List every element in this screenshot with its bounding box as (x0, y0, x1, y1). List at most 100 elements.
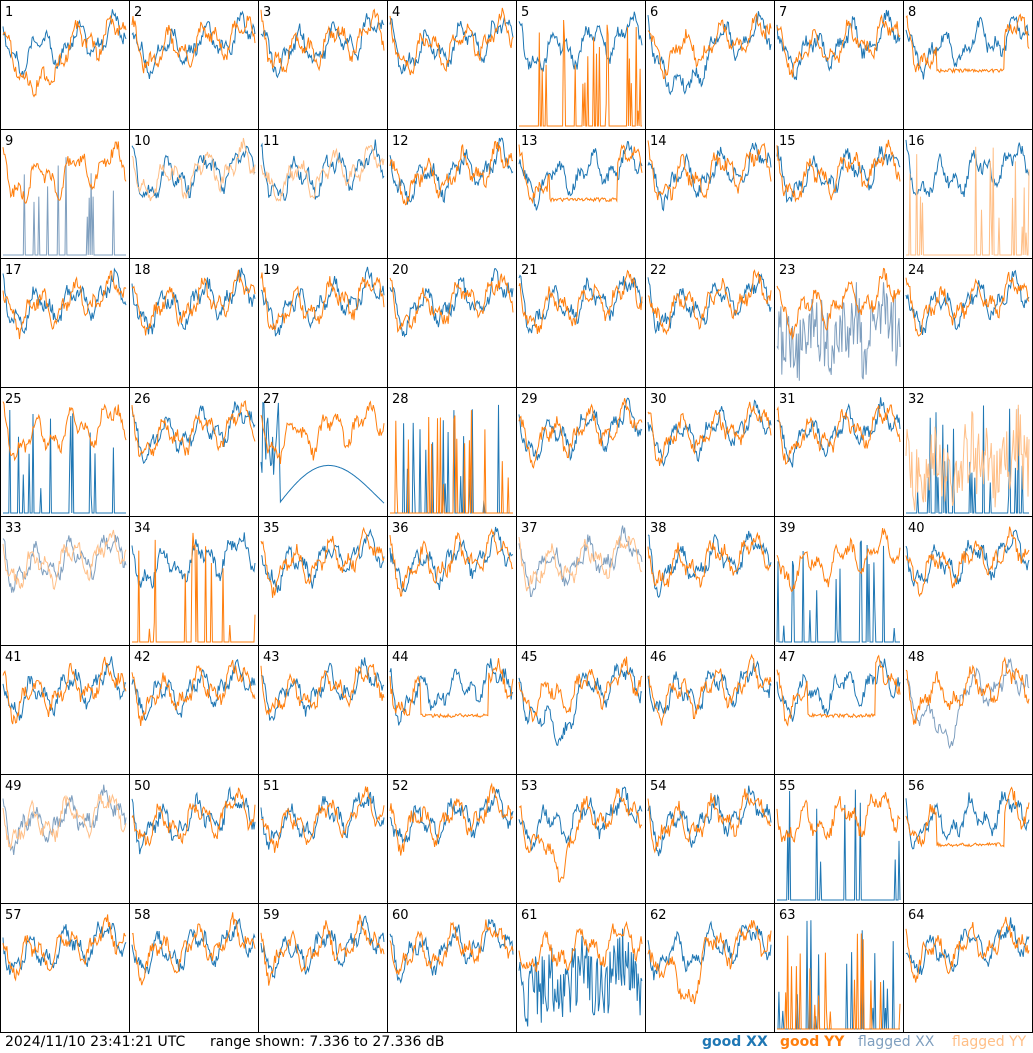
panel-label: 15 (779, 134, 796, 149)
panel-39: 39 (774, 516, 904, 646)
panel-label: 52 (392, 779, 409, 794)
panel-label: 49 (5, 779, 22, 794)
series-xx-line (647, 785, 772, 857)
series-yy-line (905, 786, 1030, 848)
series-xx-line (260, 528, 385, 593)
series-yy-line (131, 787, 256, 847)
panel-frame (516, 0, 646, 130)
panel-label: 26 (134, 392, 151, 407)
panel-35: 35 (258, 516, 388, 646)
panel-45: 45 (516, 645, 646, 775)
panel-label: 60 (392, 908, 409, 923)
series-xx-line (776, 658, 901, 722)
panel-label: 41 (5, 650, 22, 665)
panel-label: 40 (908, 521, 925, 536)
panel-49: 49 (0, 774, 130, 904)
legend-good-yy: good YY (780, 1034, 845, 1050)
series-yy-line (519, 19, 642, 127)
panel-label: 53 (521, 779, 538, 794)
series-xx-line (389, 268, 514, 338)
panel-label: 9 (5, 134, 13, 149)
series-yy-line (260, 663, 385, 716)
panel-label: 62 (650, 908, 667, 923)
series-xx-line (905, 139, 1030, 197)
panel-label: 39 (779, 521, 796, 536)
panel-label: 27 (263, 392, 280, 407)
panel-frame (645, 129, 775, 259)
panel-15: 15 (774, 129, 904, 259)
series-yy-line (518, 920, 643, 973)
panel-46: 46 (645, 645, 775, 775)
panel-label: 4 (392, 5, 400, 20)
series-yy-line (389, 528, 514, 597)
panel-label: 61 (521, 908, 538, 923)
panel-label: 51 (263, 779, 280, 794)
series-xx-line (260, 657, 385, 722)
series-yy-line (2, 270, 127, 340)
series-yy-line (260, 914, 385, 986)
legend-good-xx: good XX (702, 1034, 768, 1050)
panel-11: 11 (258, 129, 388, 259)
panel-1: 1 (0, 0, 130, 130)
panel-36: 36 (387, 516, 517, 646)
series-yy-line (390, 410, 513, 514)
series-yy-line (260, 786, 385, 853)
series-yy-line (389, 273, 514, 333)
panel-label: 32 (908, 392, 925, 407)
panel-21: 21 (516, 258, 646, 388)
series-xx-line (3, 409, 126, 514)
series-yy-line (905, 13, 1030, 74)
series-xx-line (905, 269, 1030, 335)
panel-label: 24 (908, 263, 925, 278)
panel-frame (387, 129, 517, 259)
panel-27: 27 (258, 387, 388, 517)
series-xx-line (776, 9, 901, 81)
series-xx-line (905, 917, 1030, 975)
series-yy-line (2, 529, 127, 591)
panel-label: 30 (650, 392, 667, 407)
panel-22: 22 (645, 258, 775, 388)
legend-flagged-xx: flagged XX (858, 1034, 935, 1050)
series-xx-line (518, 397, 643, 462)
series-yy-line (389, 7, 514, 76)
panel-label: 35 (263, 521, 280, 536)
series-yy-line (906, 146, 1030, 256)
series-xx-line (518, 525, 643, 598)
panel-20: 20 (387, 258, 517, 388)
series-yy-line (647, 269, 772, 336)
panel-label: 55 (779, 779, 796, 794)
panel-label: 1 (5, 5, 13, 20)
panel-label: 28 (392, 392, 409, 407)
panel-label: 64 (908, 908, 925, 923)
panel-37: 37 (516, 516, 646, 646)
range-label: range shown: 7.336 to 27.336 dB (210, 1034, 445, 1050)
panel-label: 63 (779, 908, 796, 923)
series-xx-line (905, 791, 1030, 850)
panel-label: 36 (392, 521, 409, 536)
panel-label: 12 (392, 134, 409, 149)
panel-56: 56 (903, 774, 1033, 904)
series-xx-line (906, 405, 1029, 514)
series-xx-line (518, 140, 643, 211)
series-xx-line (260, 791, 385, 850)
panel-32: 32 (903, 387, 1033, 517)
panel-label: 58 (134, 908, 151, 923)
series-xx-line (647, 530, 772, 599)
series-yy-line (131, 15, 256, 74)
panel-30: 30 (645, 387, 775, 517)
series-yy-line (518, 534, 643, 592)
series-yy-line (647, 653, 772, 726)
series-xx-line (260, 266, 385, 337)
series-yy-line (905, 656, 1030, 725)
panel-label: 10 (134, 134, 151, 149)
series-yy-line (260, 526, 385, 598)
panel-label: 54 (650, 779, 667, 794)
series-yy-line (647, 401, 772, 466)
series-xx-line (260, 401, 385, 504)
series-xx-line (131, 145, 256, 199)
series-yy-line (389, 782, 514, 856)
panel-label: 11 (263, 134, 280, 149)
series-yy-line (776, 404, 901, 465)
panel-label: 31 (779, 392, 796, 407)
